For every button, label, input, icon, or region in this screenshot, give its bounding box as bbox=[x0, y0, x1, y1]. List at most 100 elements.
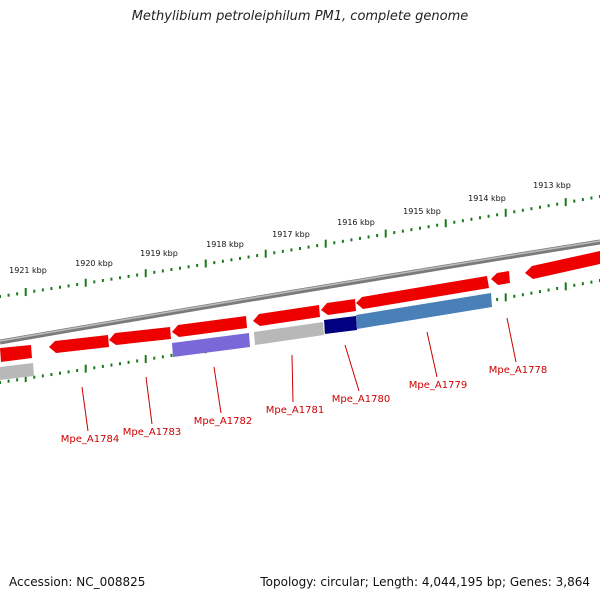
scale-minor-tick bbox=[410, 228, 413, 232]
scale-minor-tick bbox=[299, 247, 301, 250]
scale-minor-tick bbox=[496, 213, 499, 217]
gene-block[interactable] bbox=[172, 333, 250, 357]
scale-minor-tick bbox=[307, 245, 310, 249]
scale-minor-tick bbox=[7, 293, 10, 297]
scale-minor-tick bbox=[50, 373, 53, 377]
scale-major-tick bbox=[564, 282, 567, 291]
scale-minor-tick bbox=[513, 210, 516, 214]
scale-major-tick bbox=[264, 249, 267, 258]
genome-title: Methylibium petroleiphilum PM1, complete… bbox=[131, 9, 469, 24]
gene-arrow[interactable] bbox=[253, 305, 320, 326]
scale-minor-tick bbox=[556, 286, 559, 290]
scale-minor-tick bbox=[470, 217, 473, 221]
scale-minor-tick bbox=[59, 371, 61, 375]
gene-labels: Mpe_A1784 Mpe_A1783 Mpe_A1782 Mpe_A1781 Mpe_… bbox=[61, 365, 547, 445]
accession-text: Accession: NC_008825 bbox=[9, 575, 146, 589]
scale-major-tick bbox=[144, 355, 147, 364]
scale-minor-tick bbox=[530, 291, 533, 295]
gene-block[interactable] bbox=[356, 293, 492, 329]
scale-minor-tick bbox=[161, 355, 164, 359]
scale-minor-tick bbox=[67, 284, 70, 288]
scale-tick-label: 1915 kbp bbox=[403, 207, 441, 216]
scale-minor-tick bbox=[221, 259, 224, 263]
scale-tick-label: 1913 kbp bbox=[533, 181, 571, 190]
scale-minor-tick bbox=[110, 363, 113, 367]
gene-arrow[interactable] bbox=[49, 335, 109, 353]
scale-major-tick bbox=[504, 208, 507, 217]
scale-minor-tick bbox=[350, 238, 353, 242]
scale-minor-tick bbox=[359, 236, 361, 240]
label-leaders bbox=[81, 317, 517, 432]
gene-label[interactable]: Mpe_A1778 bbox=[489, 365, 547, 376]
gene-label[interactable]: Mpe_A1784 bbox=[61, 434, 119, 445]
scale-minor-tick bbox=[101, 364, 104, 368]
scale-ring bbox=[0, 195, 600, 298]
scale-tick-label: 1921 kbp bbox=[9, 266, 47, 275]
scale-major-tick bbox=[324, 239, 327, 248]
gene-arrow[interactable] bbox=[172, 316, 247, 337]
scale-major-tick bbox=[444, 219, 447, 228]
gene-arrow[interactable] bbox=[109, 327, 171, 345]
scale-minor-tick bbox=[239, 256, 241, 260]
scale-minor-tick bbox=[247, 255, 250, 259]
scale-minor-tick bbox=[7, 379, 10, 383]
scale-minor-tick bbox=[547, 204, 550, 208]
scale-tick-label: 1920 kbp bbox=[75, 259, 113, 268]
scale-minor-tick bbox=[161, 269, 164, 273]
scale-minor-tick bbox=[170, 353, 173, 357]
gene-block[interactable] bbox=[254, 322, 324, 345]
scale-tick-label: 1914 kbp bbox=[468, 194, 506, 203]
scale-minor-tick bbox=[401, 229, 404, 233]
scale-minor-tick bbox=[16, 292, 19, 296]
scale-minor-tick bbox=[393, 231, 396, 235]
scale-minor-tick bbox=[290, 248, 293, 252]
scale-minor-tick bbox=[573, 199, 576, 203]
scale-minor-tick bbox=[119, 276, 121, 280]
gene-arrow[interactable] bbox=[0, 345, 32, 362]
scale-minor-tick bbox=[213, 261, 216, 265]
scale-minor-tick bbox=[67, 370, 70, 374]
scale-minor-tick bbox=[41, 374, 44, 378]
scale-tick-label: 1919 kbp bbox=[140, 249, 178, 258]
gene-arrow[interactable] bbox=[321, 299, 356, 315]
scale-minor-tick bbox=[539, 290, 541, 294]
scale-minor-tick bbox=[153, 356, 156, 360]
gene-arrow[interactable] bbox=[525, 251, 600, 279]
scale-minor-tick bbox=[170, 268, 173, 272]
scale-minor-tick bbox=[0, 295, 1, 298]
scale-major-tick bbox=[504, 293, 507, 302]
gene-label[interactable]: Mpe_A1783 bbox=[123, 427, 181, 438]
scale-tick-label: 1918 kbp bbox=[206, 240, 244, 249]
forward-genes bbox=[0, 251, 600, 362]
scale-minor-tick bbox=[230, 258, 233, 262]
genome-summary: Topology: circular; Length: 4,044,195 bp… bbox=[260, 575, 590, 589]
scale-minor-tick bbox=[547, 288, 550, 292]
scale-minor-tick bbox=[41, 288, 44, 292]
scale-major-tick bbox=[84, 278, 87, 287]
scale-minor-tick bbox=[539, 205, 541, 209]
gene-block[interactable] bbox=[0, 363, 34, 380]
gene-block[interactable] bbox=[324, 316, 357, 334]
scale-minor-tick bbox=[127, 274, 130, 278]
scale-minor-tick bbox=[76, 369, 79, 373]
scale-minor-tick bbox=[496, 297, 499, 301]
gene-arrow[interactable] bbox=[491, 271, 510, 285]
scale-minor-tick bbox=[110, 277, 113, 281]
scale-minor-tick bbox=[256, 254, 259, 258]
gene-label[interactable]: Mpe_A1781 bbox=[266, 405, 324, 416]
scale-minor-tick bbox=[0, 381, 1, 384]
gene-label[interactable]: Mpe_A1780 bbox=[332, 394, 390, 405]
gene-arrow[interactable] bbox=[356, 276, 489, 309]
scale-minor-tick bbox=[33, 375, 36, 379]
scale-major-tick bbox=[24, 288, 27, 297]
scale-minor-tick bbox=[76, 283, 79, 287]
scale-minor-tick bbox=[316, 244, 319, 248]
scale-minor-tick bbox=[581, 198, 584, 202]
scale-minor-tick bbox=[153, 270, 156, 274]
scale-minor-tick bbox=[453, 220, 456, 224]
scale-minor-tick bbox=[187, 265, 190, 269]
scale-minor-tick bbox=[50, 287, 53, 291]
gene-label[interactable]: Mpe_A1779 bbox=[409, 380, 467, 391]
gene-label[interactable]: Mpe_A1782 bbox=[194, 416, 252, 427]
